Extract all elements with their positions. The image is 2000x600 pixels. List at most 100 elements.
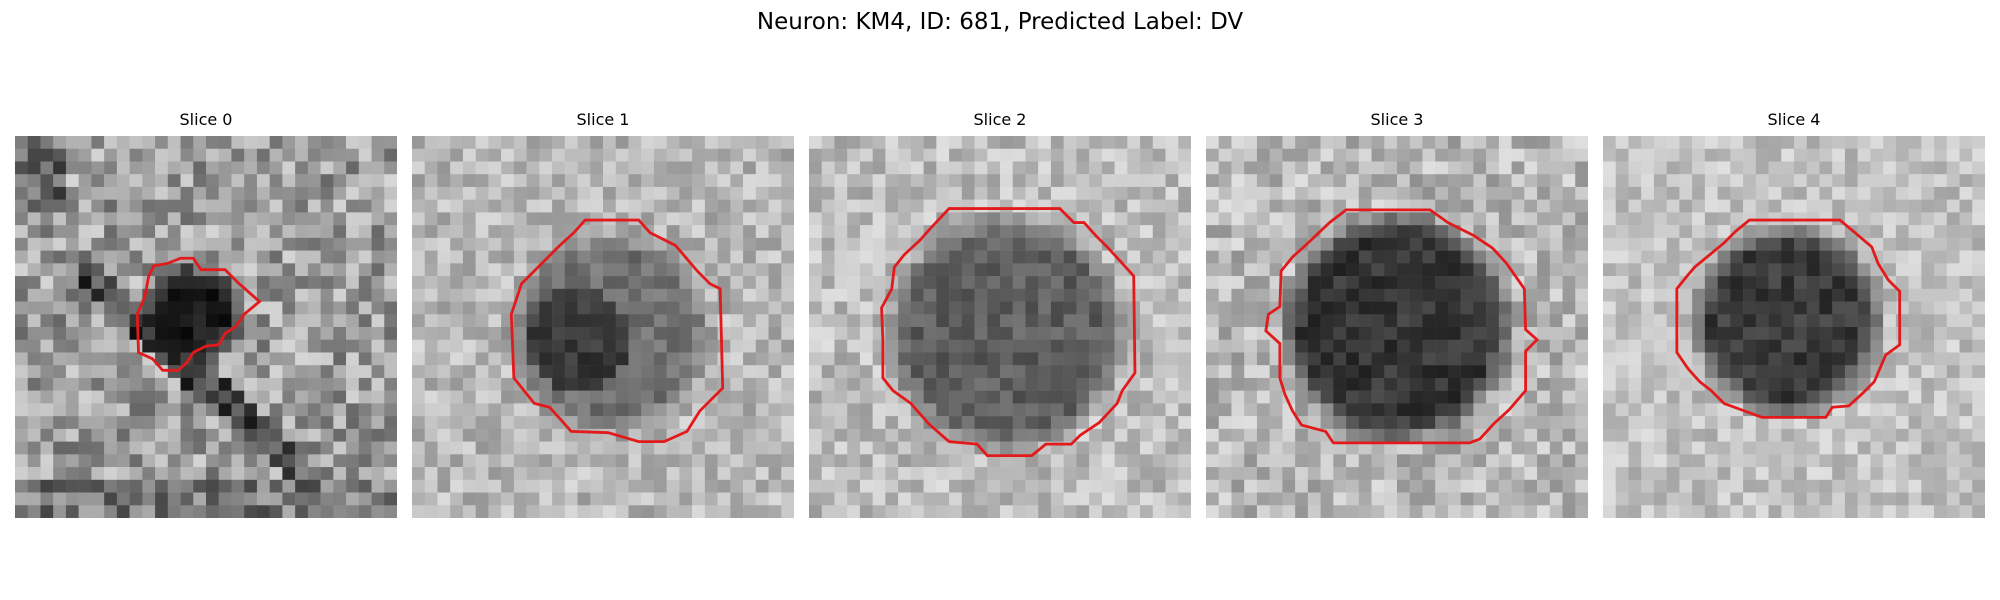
pixel: [1692, 186, 1706, 200]
pixel: [1025, 225, 1039, 239]
pixel: [717, 225, 731, 239]
pixel: [987, 441, 1001, 455]
pixel: [116, 454, 130, 468]
pixel: [885, 377, 899, 391]
pixel: [1165, 467, 1179, 481]
pixel: [193, 237, 207, 251]
pixel: [1844, 492, 1858, 506]
pixel: [1704, 250, 1718, 264]
pixel: [1422, 314, 1436, 328]
pixel: [116, 301, 130, 315]
pixel: [704, 505, 718, 518]
pixel: [1562, 352, 1576, 366]
pixel: [923, 327, 937, 340]
pixel: [488, 454, 502, 468]
pixel: [961, 327, 975, 340]
pixel: [1908, 441, 1922, 455]
pixel: [65, 186, 79, 200]
pixel: [1844, 263, 1858, 277]
pixel: [1717, 352, 1731, 366]
pixel: [1755, 199, 1769, 213]
pixel: [743, 288, 757, 302]
pixel: [1076, 288, 1090, 302]
pixel: [653, 301, 667, 315]
pixel: [1012, 454, 1026, 468]
pixel: [641, 276, 655, 290]
pixel: [717, 365, 731, 379]
pixel: [847, 403, 861, 417]
pixel: [1127, 174, 1141, 188]
pixel: [53, 416, 67, 430]
pixel: [1422, 161, 1436, 175]
pixel: [564, 479, 578, 493]
pixel: [1089, 301, 1103, 315]
pixel: [462, 505, 476, 518]
pixel: [603, 250, 616, 264]
pixel: [218, 288, 232, 302]
pixel: [1653, 237, 1667, 251]
pixel: [781, 136, 794, 149]
pixel: [1806, 403, 1820, 417]
pixel: [1844, 428, 1858, 442]
pixel: [1921, 339, 1935, 353]
pixel: [1844, 174, 1858, 188]
pixel: [231, 237, 245, 251]
pixel: [1883, 301, 1897, 315]
pixel: [295, 250, 309, 264]
pixel: [155, 263, 169, 277]
pixel: [384, 352, 397, 366]
pixel: [730, 263, 744, 277]
pixel: [1972, 225, 1985, 239]
pixel: [1333, 441, 1347, 455]
pixel: [488, 136, 502, 149]
pixel: [1704, 136, 1718, 149]
pixel: [1934, 136, 1948, 149]
pixel: [295, 454, 309, 468]
pixel: [1832, 276, 1846, 290]
pixel: [1603, 148, 1616, 162]
pixel: [641, 174, 655, 188]
pixel: [193, 301, 207, 315]
pixel: [577, 237, 591, 251]
pixel: [1025, 416, 1039, 430]
pixel: [1870, 276, 1884, 290]
pixel: [821, 288, 835, 302]
pixel: [15, 314, 28, 328]
pixel: [424, 479, 438, 493]
pixel: [256, 186, 270, 200]
pixel: [1883, 250, 1897, 264]
pixel: [142, 314, 156, 328]
pixel: [1320, 276, 1334, 290]
pixel: [615, 339, 629, 353]
pixel: [450, 314, 464, 328]
pixel: [1244, 428, 1258, 442]
pixel: [1486, 186, 1500, 200]
pixel: [346, 365, 360, 379]
pixel: [730, 276, 744, 290]
pixel: [1256, 161, 1270, 175]
pixel: [193, 174, 207, 188]
pixel: [1063, 301, 1077, 315]
pixel: [1307, 492, 1321, 506]
pixel: [1806, 237, 1820, 251]
pixel: [1537, 416, 1551, 430]
pixel: [1165, 263, 1179, 277]
pixel: [65, 441, 79, 455]
pixel: [847, 161, 861, 175]
pixel: [910, 199, 924, 213]
pixel: [1206, 301, 1219, 315]
pixel: [872, 416, 886, 430]
pixel: [743, 276, 757, 290]
pixel: [666, 505, 680, 518]
pixel: [1206, 403, 1219, 417]
pixel: [475, 301, 489, 315]
pixel: [384, 161, 397, 175]
pixel: [564, 148, 578, 162]
pixel: [692, 339, 706, 353]
contour-outline: [1264, 208, 1540, 445]
pixel: [1460, 199, 1474, 213]
pixel: [1692, 505, 1706, 518]
pixel: [1178, 288, 1191, 302]
pixel: [91, 403, 105, 417]
pixel: [1333, 479, 1347, 493]
